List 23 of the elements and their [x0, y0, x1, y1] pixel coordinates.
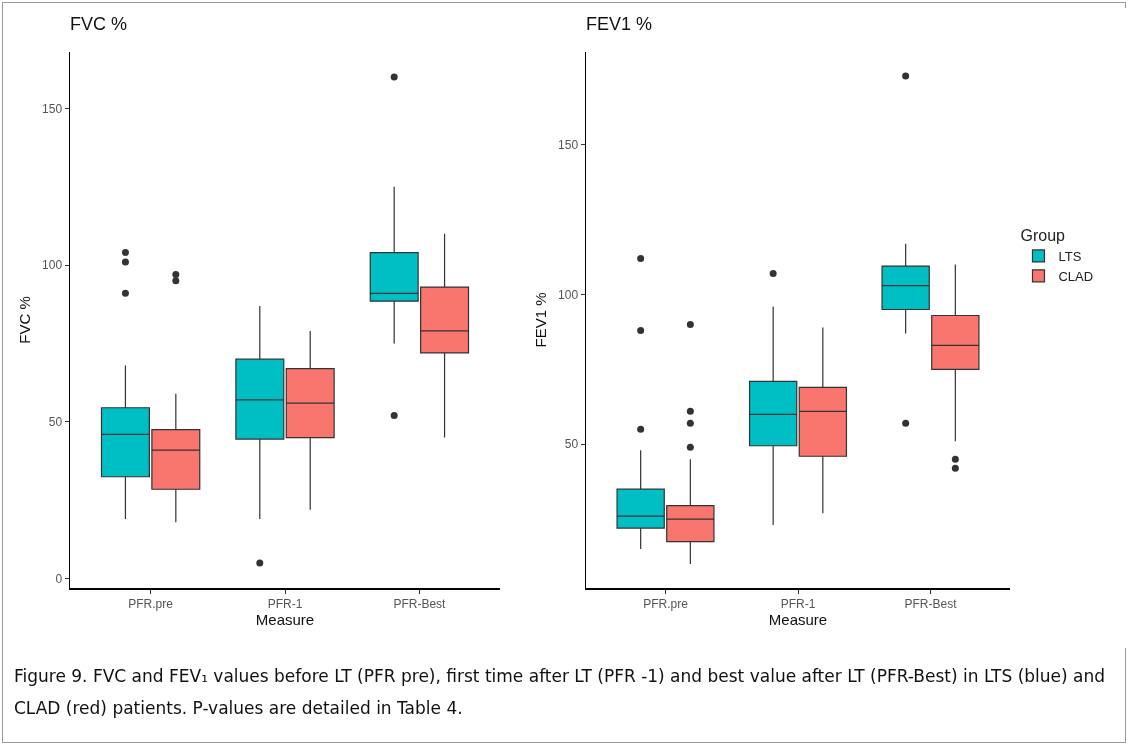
x-axis-title: Measure	[768, 610, 828, 628]
y-tick-label: 150	[42, 101, 63, 116]
x-tick-label: PFR-1	[267, 596, 303, 611]
y-tick-label: 150	[558, 138, 579, 153]
chart-title: FEV1 %	[586, 14, 653, 35]
x-tick-label: PFR-Best	[393, 596, 447, 611]
x-tick-label: PFR.pre	[643, 596, 689, 611]
caption: Figure 9. FVC and FEV₁ values before LT (PFR pre), first time after LT (PFR -1) and best value after LT (PFR-Best) in LTS (blue) and CLAD (red) patients. P-values are detailed in Table 4.	[14, 665, 1107, 720]
legend-title: Group	[1020, 226, 1066, 244]
y-tick-label: 50	[564, 437, 579, 452]
legend-label: LTS	[1058, 249, 1082, 264]
x-tick-label: PFR-1	[780, 596, 816, 611]
y-axis-title: FEV1 %	[531, 292, 549, 348]
y-tick-label: 100	[558, 287, 579, 302]
x-axis-title: Measure	[255, 610, 315, 628]
x-tick-label: PFR.pre	[128, 596, 174, 611]
chart-title: FVC %	[70, 14, 128, 35]
y-axis-title: FVC %	[15, 296, 33, 344]
y-tick-label: 50	[48, 415, 63, 430]
x-tick-label: PFR-Best	[904, 596, 958, 611]
legend-label: CLAD	[1058, 268, 1094, 284]
y-tick-label: 0	[55, 571, 63, 586]
y-tick-label: 100	[42, 258, 63, 273]
